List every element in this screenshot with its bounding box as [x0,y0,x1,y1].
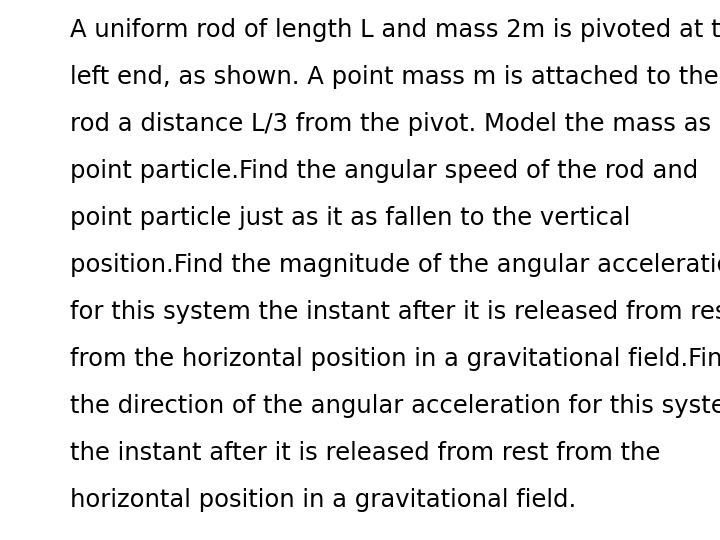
Text: from the horizontal position in a gravitational field.Find: from the horizontal position in a gravit… [70,347,720,371]
Text: left end, as shown. A point mass m is attached to the: left end, as shown. A point mass m is at… [70,65,719,89]
Text: position.Find the magnitude of the angular acceleration: position.Find the magnitude of the angul… [70,253,720,277]
Text: horizontal position in a gravitational field.: horizontal position in a gravitational f… [70,488,576,512]
Text: the instant after it is released from rest from the: the instant after it is released from re… [70,441,660,465]
Text: point particle.Find the angular speed of the rod and: point particle.Find the angular speed of… [70,159,698,183]
Text: the direction of the angular acceleration for this system: the direction of the angular acceleratio… [70,394,720,418]
Text: for this system the instant after it is released from rest: for this system the instant after it is … [70,300,720,324]
Text: point particle just as it as fallen to the vertical: point particle just as it as fallen to t… [70,206,631,230]
Text: rod a distance L/3 from the pivot. Model the mass as a: rod a distance L/3 from the pivot. Model… [70,112,720,136]
Text: A uniform rod of length L and mass 2m is pivoted at the: A uniform rod of length L and mass 2m is… [70,18,720,42]
